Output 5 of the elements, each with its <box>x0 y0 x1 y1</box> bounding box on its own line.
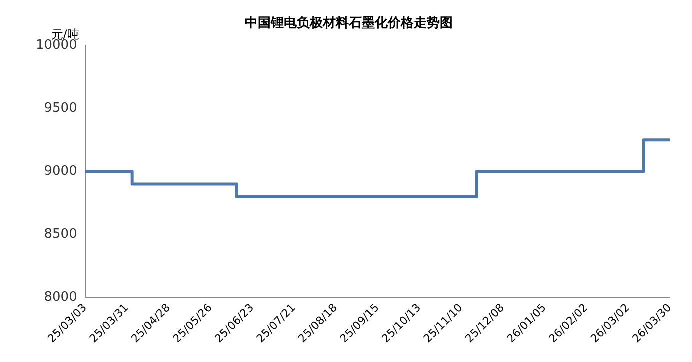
y-tick-label: 9000 <box>44 164 78 180</box>
y-tick-label: 8000 <box>44 290 78 306</box>
y-tick-label: 9500 <box>44 101 78 116</box>
chart-title: 中国锂电负极材料石墨化价格走势图 <box>245 15 453 32</box>
y-tick-label: 8500 <box>44 227 78 242</box>
